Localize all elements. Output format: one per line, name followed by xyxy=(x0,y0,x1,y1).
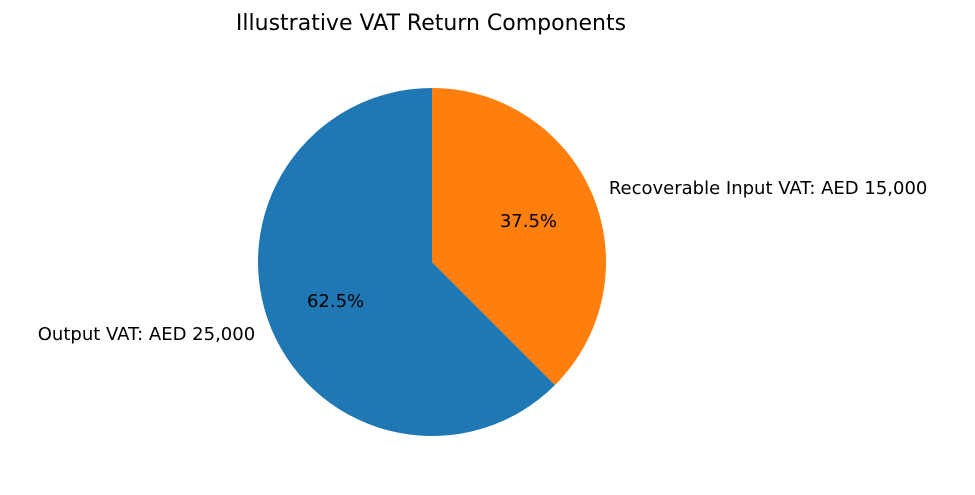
pie-slice xyxy=(258,88,556,436)
pie-slice xyxy=(432,87,606,386)
chart-title: Illustrative VAT Return Components xyxy=(236,11,626,36)
slice-label: Recoverable Input VAT: AED 15,000 xyxy=(609,178,928,199)
slice-label: Output VAT: AED 25,000 xyxy=(38,324,255,345)
value-label: 62.5% xyxy=(307,291,364,312)
value-label: 37.5% xyxy=(500,211,557,232)
